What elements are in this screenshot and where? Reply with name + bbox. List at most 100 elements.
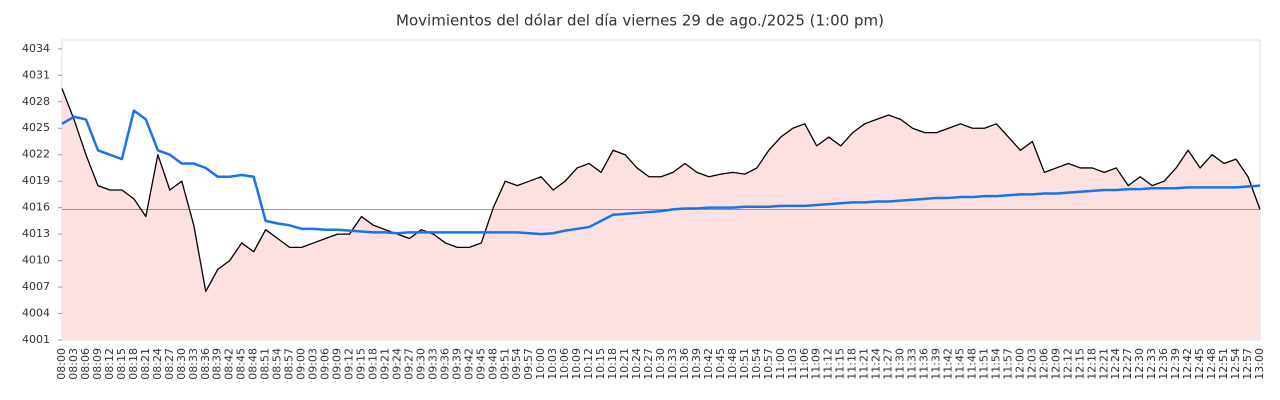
x-tick-label: 08:33: [187, 348, 200, 380]
x-tick-label: 11:39: [930, 348, 943, 380]
x-tick-label: 08:03: [67, 348, 80, 380]
x-tick-label: 10:15: [594, 348, 607, 380]
x-tick-label: 13:00: [1253, 348, 1266, 380]
x-tick-label: 10:00: [534, 348, 547, 380]
x-tick-label: 12:09: [1049, 348, 1062, 380]
x-tick-label: 08:45: [235, 348, 248, 380]
x-tick-label: 11:03: [786, 348, 799, 380]
x-tick-label: 11:57: [1001, 348, 1014, 380]
y-tick-label: 4004: [22, 307, 50, 320]
x-tick-label: 09:42: [462, 348, 475, 380]
y-tick-label: 4022: [22, 148, 50, 161]
x-tick-label: 12:03: [1025, 348, 1038, 380]
x-tick-label: 10:12: [582, 348, 595, 380]
x-tick-label: 09:33: [426, 348, 439, 380]
x-tick-label: 11:54: [989, 348, 1002, 380]
x-tick-label: 08:12: [103, 348, 116, 380]
x-tick-label: 10:45: [714, 348, 727, 380]
x-tick-label: 09:48: [486, 348, 499, 380]
x-tick-label: 10:18: [606, 348, 619, 380]
y-tick-label: 4001: [22, 333, 50, 346]
x-tick-label: 11:18: [846, 348, 859, 380]
x-tick-label: 08:30: [175, 348, 188, 380]
x-tick-label: 08:18: [127, 348, 140, 380]
x-tick-label: 09:54: [510, 348, 523, 380]
x-tick-label: 09:39: [450, 348, 463, 380]
x-tick-label: 09:57: [522, 348, 535, 380]
x-tick-label: 12:00: [1013, 348, 1026, 380]
x-tick-label: 09:18: [366, 348, 379, 380]
x-tick-label: 09:00: [295, 348, 308, 380]
x-tick-label: 10:54: [750, 348, 763, 380]
x-tick-label: 11:36: [918, 348, 931, 380]
x-tick-label: 10:48: [726, 348, 739, 380]
x-tick-label: 08:00: [55, 348, 68, 380]
x-tick-label: 08:27: [163, 348, 176, 380]
y-tick-label: 4031: [22, 68, 50, 81]
y-tick-label: 4025: [22, 121, 50, 134]
x-tick-label: 09:03: [307, 348, 320, 380]
x-tick-label: 11:00: [774, 348, 787, 380]
x-tick-label: 09:06: [319, 348, 332, 380]
x-tick-label: 11:51: [977, 348, 990, 380]
x-tick-label: 11:24: [870, 348, 883, 380]
x-tick-label: 09:21: [378, 348, 391, 380]
x-tick-label: 08:24: [151, 348, 164, 380]
x-tick-label: 10:33: [666, 348, 679, 380]
chart-title: Movimientos del dólar del día viernes 29…: [396, 12, 884, 30]
y-tick-label: 4028: [22, 95, 50, 108]
x-tick-label: 09:09: [331, 348, 344, 380]
x-tick-label: 11:09: [810, 348, 823, 380]
x-tick-label: 11:12: [822, 348, 835, 380]
x-tick-label: 12:39: [1169, 348, 1182, 380]
x-tick-label: 09:36: [438, 348, 451, 380]
x-tick-label: 08:42: [223, 348, 236, 380]
x-tick-label: 10:30: [654, 348, 667, 380]
x-tick-label: 08:21: [139, 348, 152, 380]
x-tick-label: 08:06: [79, 348, 92, 380]
x-tick-label: 12:06: [1037, 348, 1050, 380]
area: [62, 88, 1260, 340]
x-tick-label: 12:45: [1193, 348, 1206, 380]
x-tick-label: 12:57: [1241, 348, 1254, 380]
x-tick-label: 10:27: [642, 348, 655, 380]
y-tick-label: 4007: [22, 280, 50, 293]
line: [61, 88, 1261, 293]
x-tick-label: 10:09: [570, 348, 583, 380]
x-tick-label: 10:03: [546, 348, 559, 380]
x-tick-label: 08:51: [259, 348, 272, 380]
x-tick-label: 12:42: [1181, 348, 1194, 380]
x-tick-label: 12:27: [1121, 348, 1134, 380]
x-tick-label: 12:24: [1109, 348, 1122, 380]
x-tick-label: 11:45: [954, 348, 967, 380]
x-tick-label: 11:30: [894, 348, 907, 380]
x-tick-label: 11:15: [834, 348, 847, 380]
x-tick-label: 09:30: [414, 348, 427, 380]
x-tick-label: 12:51: [1217, 348, 1230, 380]
y-tick-label: 4010: [22, 254, 50, 267]
x-tick-label: 10:51: [738, 348, 751, 380]
x-tick-label: 08:09: [91, 348, 104, 380]
y-tick-label: 4016: [22, 201, 50, 214]
x-tick-label: 12:54: [1229, 348, 1242, 380]
y-tick-label: 4019: [22, 174, 50, 187]
x-tick-label: 12:18: [1085, 348, 1098, 380]
x-tick-label: 08:54: [271, 348, 284, 380]
x-tick-label: 12:36: [1157, 348, 1170, 380]
x-tick-label: 12:33: [1145, 348, 1158, 380]
x-tick-label: 08:48: [247, 348, 260, 380]
x-tick-label: 10:24: [630, 348, 643, 380]
x-tick-label: 12:15: [1073, 348, 1086, 380]
x-tick-label: 11:42: [942, 348, 955, 380]
x-tick-label: 10:57: [762, 348, 775, 380]
y-tick-label: 4034: [22, 42, 50, 55]
x-tick-label: 10:42: [702, 348, 715, 380]
x-tick-label: 09:27: [402, 348, 415, 380]
x-tick-label: 12:21: [1097, 348, 1110, 380]
x-tick-label: 10:06: [558, 348, 571, 380]
x-tick-label: 12:30: [1133, 348, 1146, 380]
x-tick-label: 10:21: [618, 348, 631, 380]
x-tick-label: 10:36: [678, 348, 691, 380]
line: [61, 109, 1261, 236]
